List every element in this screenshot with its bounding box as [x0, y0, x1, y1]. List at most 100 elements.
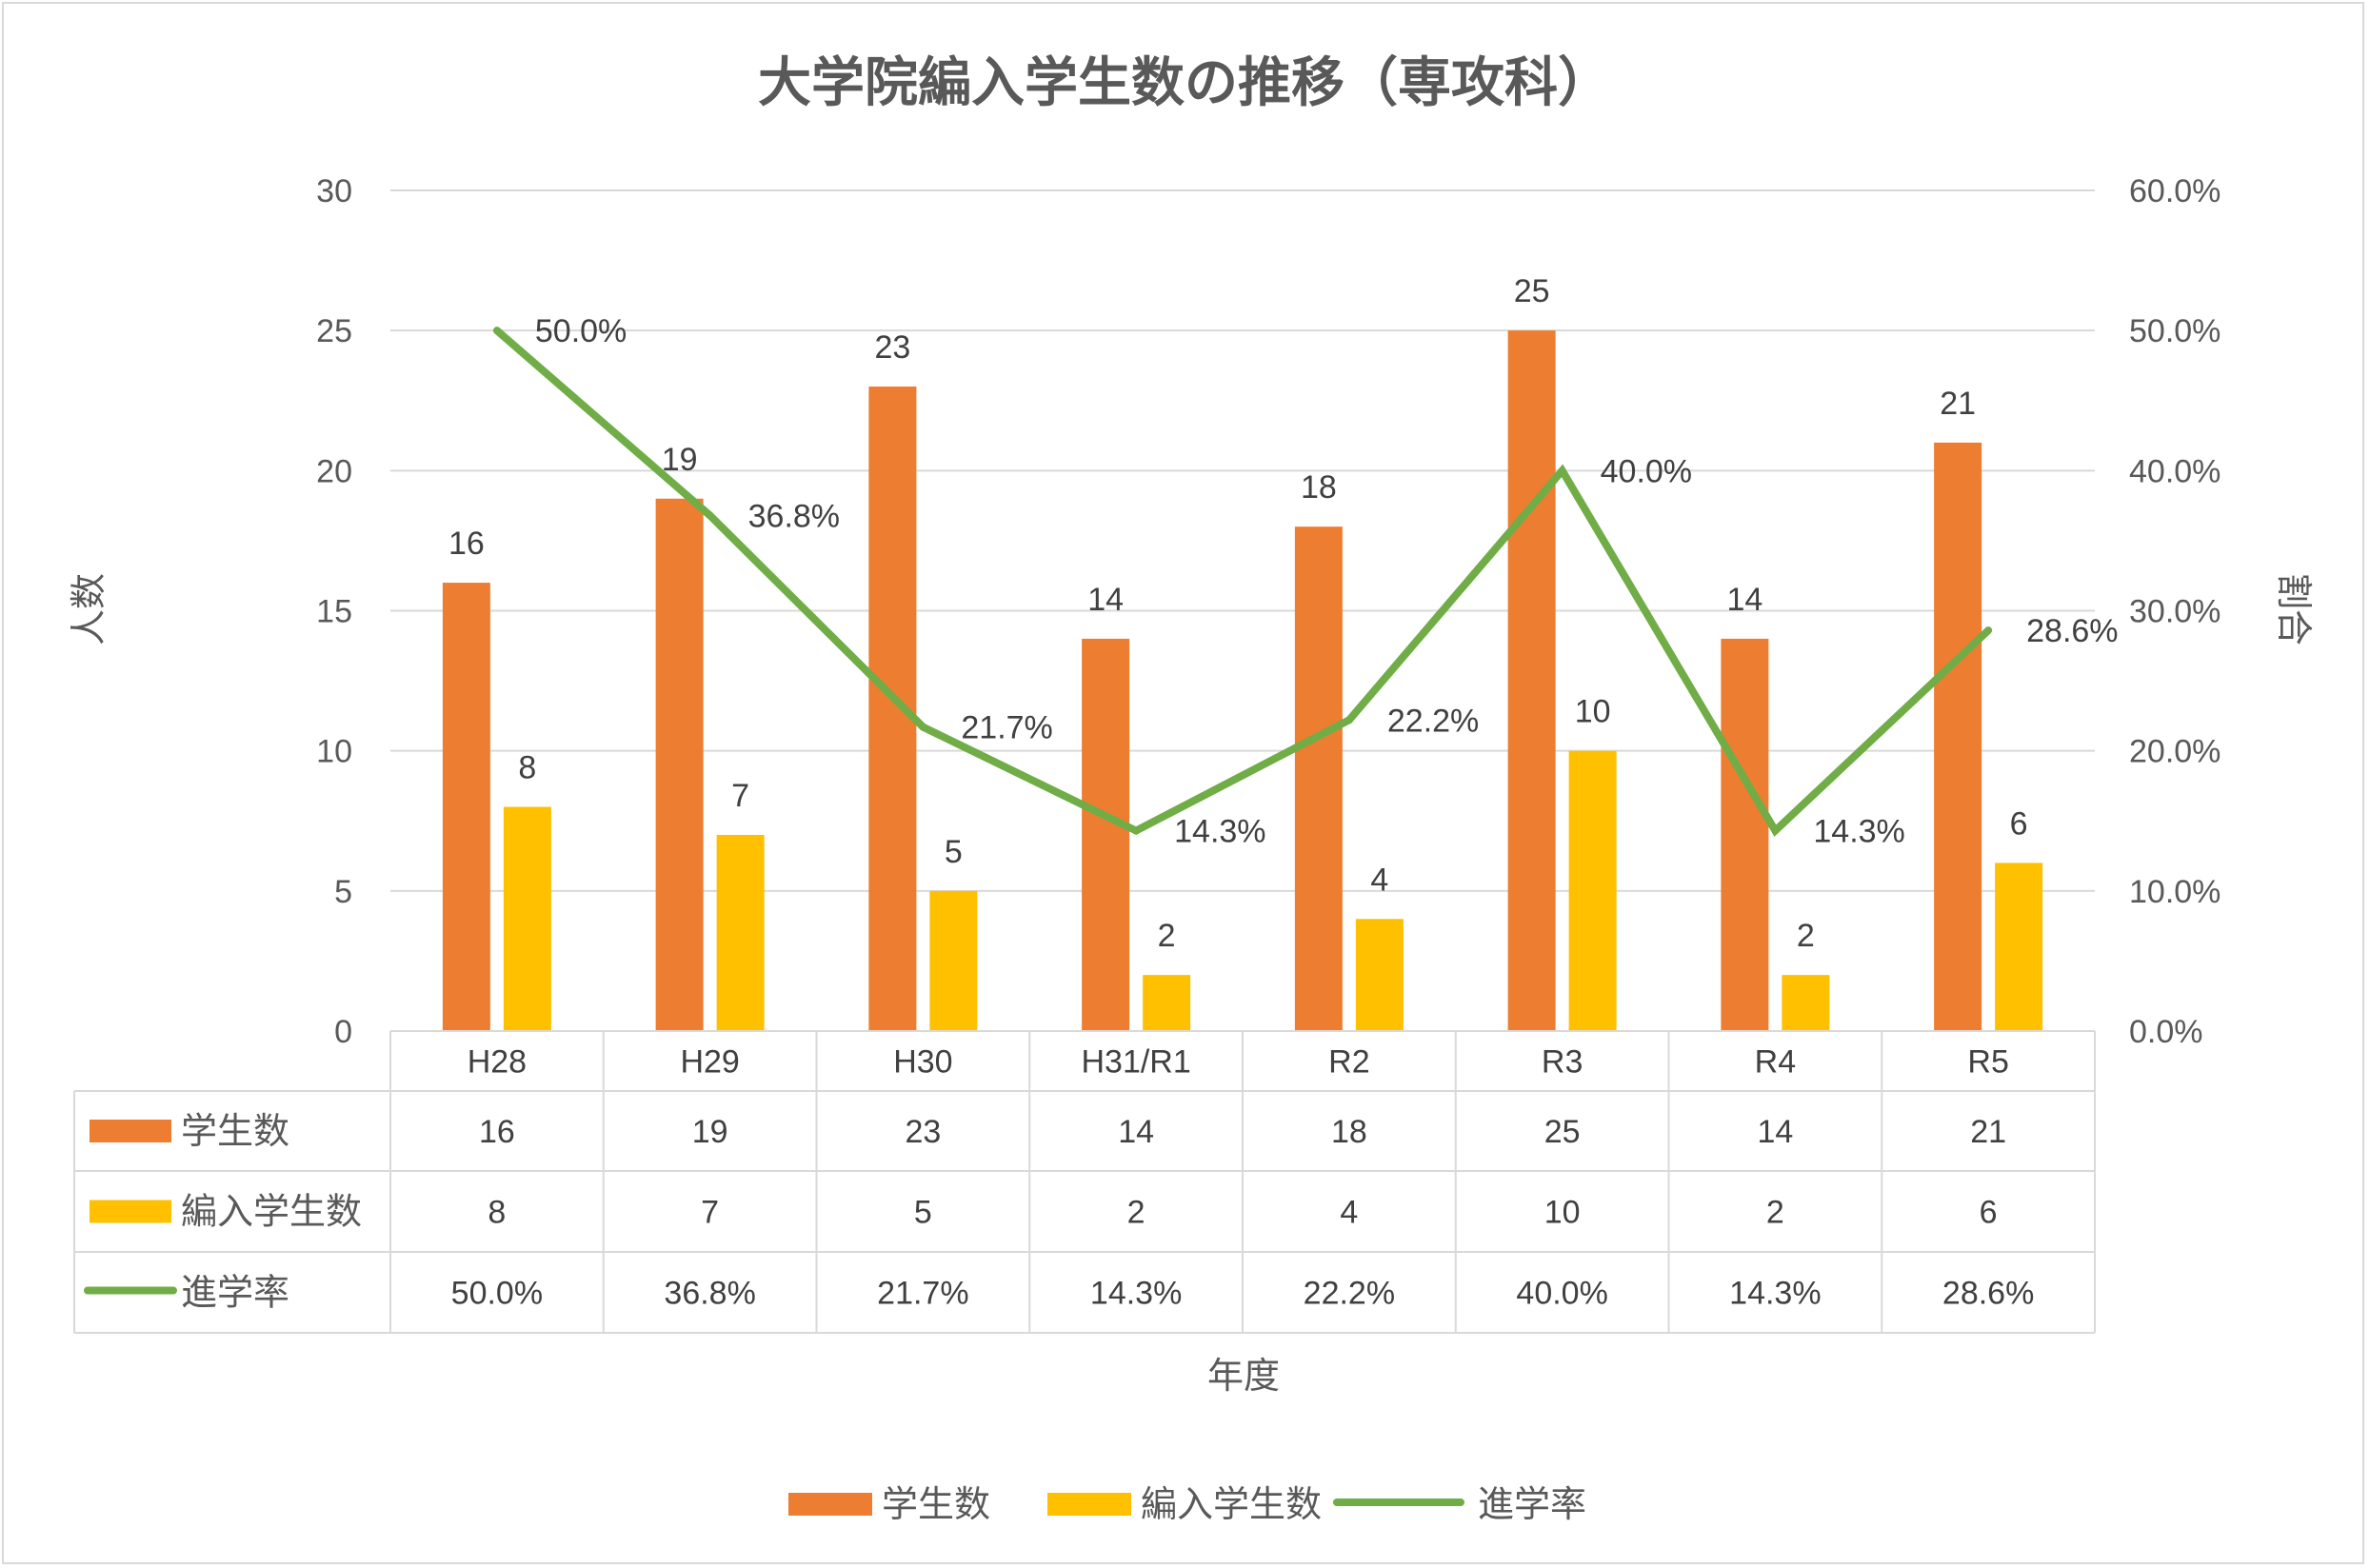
table-cell: 50.0%: [451, 1276, 543, 1312]
y-tick-label: 15: [316, 594, 352, 630]
legend-label: 編入学生数: [1141, 1483, 1322, 1525]
rate-data-label: 14.3%: [1174, 814, 1265, 850]
bar-transfer: [929, 890, 978, 1031]
bar-data-label: 16: [448, 526, 485, 562]
bar-transfer: [1995, 863, 2043, 1031]
table-cell: 21: [1970, 1114, 2006, 1150]
table-cell: 19: [692, 1114, 728, 1150]
table-row-header: 学生数: [181, 1110, 289, 1152]
table-legend-key: [90, 1200, 171, 1223]
y-tick-label: 20: [316, 453, 352, 489]
chart-title: 大学院編入学生数の推移（専攻科）: [758, 52, 1611, 114]
table-cell: 5: [914, 1195, 932, 1231]
category-label: H28: [468, 1044, 527, 1081]
rate-point: [1771, 826, 1780, 835]
table-cell: 23: [905, 1114, 941, 1150]
table-cell: 28.6%: [1942, 1276, 2034, 1312]
bar-data-label: 25: [1514, 273, 1550, 309]
bar-data-label: 14: [1726, 582, 1763, 618]
rate-point: [1558, 466, 1566, 475]
table-cell: 16: [479, 1114, 515, 1150]
y2-tick-label: 20.0%: [2129, 734, 2221, 770]
table-legend-key: [90, 1120, 171, 1142]
y-tick-label: 0: [334, 1014, 352, 1050]
bar-transfer: [1143, 975, 1191, 1031]
table-cell: 14.3%: [1090, 1276, 1182, 1312]
bar-data-label: 19: [662, 442, 698, 478]
table-cell: 14: [1118, 1114, 1154, 1150]
axes: 0510152025300.0%10.0%20.0%30.0%40.0%50.0…: [316, 173, 2221, 1050]
table-cell: 6: [1980, 1195, 1998, 1231]
y-axis-title: 人数: [68, 573, 110, 645]
table-cell: 4: [1340, 1195, 1358, 1231]
table-cell: 40.0%: [1516, 1276, 1607, 1312]
legend: 学生数 編入学生数 進学率: [788, 1483, 1586, 1525]
bar-data-label: 8: [518, 750, 536, 786]
table-cell: 21.7%: [877, 1276, 968, 1312]
rate-point: [706, 511, 714, 520]
legend-label: 学生数: [882, 1483, 990, 1525]
category-label: R5: [1967, 1044, 2008, 1081]
bar-data-label: 6: [2010, 805, 2028, 842]
y-tick-label: 25: [316, 313, 352, 349]
bar-transfer: [1782, 975, 1830, 1031]
bar-data-label: 2: [1158, 918, 1176, 954]
bar-data-label: 18: [1301, 469, 1337, 506]
table-row-header: 進学率: [181, 1272, 289, 1314]
category-label: H29: [680, 1044, 739, 1081]
legend-key: [788, 1493, 872, 1516]
table-cell: 36.8%: [664, 1276, 755, 1312]
table-cell: 18: [1331, 1114, 1367, 1150]
table-cell: 14.3%: [1729, 1276, 1821, 1312]
bar-data-label: 21: [1940, 386, 1976, 422]
category-label: R2: [1328, 1044, 1369, 1081]
y2-axis-title: 割合: [2273, 573, 2315, 645]
legend-key: [1047, 1493, 1131, 1516]
table-cell: 2: [1766, 1195, 1784, 1231]
x-axis-title: 年度: [1207, 1355, 1280, 1397]
rate-line-path: [494, 327, 1991, 837]
gridlines: [390, 189, 2095, 1032]
category-label: H30: [893, 1044, 952, 1081]
table-cell: 10: [1544, 1195, 1581, 1231]
y2-tick-label: 60.0%: [2129, 173, 2221, 209]
category-label: H31/R1: [1081, 1044, 1190, 1081]
bar-transfer: [716, 834, 765, 1031]
rate-data-label: 40.0%: [1601, 453, 1692, 489]
rate-point: [919, 723, 927, 731]
bar-transfer: [1355, 919, 1404, 1031]
rate-point: [1984, 626, 1993, 635]
bar-students: [1507, 330, 1556, 1032]
legend-label: 進学率: [1478, 1483, 1586, 1525]
table-cell: 8: [488, 1195, 506, 1231]
y2-tick-label: 50.0%: [2129, 313, 2221, 349]
rate-point: [1344, 716, 1353, 724]
bar-data-label: 23: [874, 329, 910, 366]
table-cell: 25: [1544, 1114, 1581, 1150]
bar-students: [1082, 638, 1130, 1031]
table-cell: 14: [1757, 1114, 1793, 1150]
bar-transfer: [503, 806, 551, 1031]
bar-students: [442, 583, 490, 1031]
bar-data-label: 10: [1575, 694, 1611, 730]
y2-tick-label: 40.0%: [2129, 453, 2221, 489]
bars: [442, 330, 2043, 1032]
rate-data-label: 36.8%: [748, 498, 840, 534]
rate-data-label: 50.0%: [535, 313, 627, 349]
bar-data-label: 4: [1370, 862, 1388, 898]
bar-students: [1934, 442, 1982, 1031]
y-tick-label: 30: [316, 173, 352, 209]
bar-data-label: 5: [945, 834, 963, 870]
bar-transfer: [1568, 750, 1617, 1031]
rate-line: [492, 327, 1993, 837]
rate-data-label: 22.2%: [1387, 703, 1479, 739]
bar-students: [1721, 638, 1769, 1031]
rate-data-label: 14.3%: [1813, 814, 1904, 850]
table-cell: 22.2%: [1304, 1276, 1395, 1312]
category-label: R3: [1542, 1044, 1583, 1081]
y-tick-label: 5: [334, 874, 352, 910]
rate-data-label: 21.7%: [961, 710, 1052, 746]
table-row-header: 編入学生数: [181, 1191, 362, 1233]
